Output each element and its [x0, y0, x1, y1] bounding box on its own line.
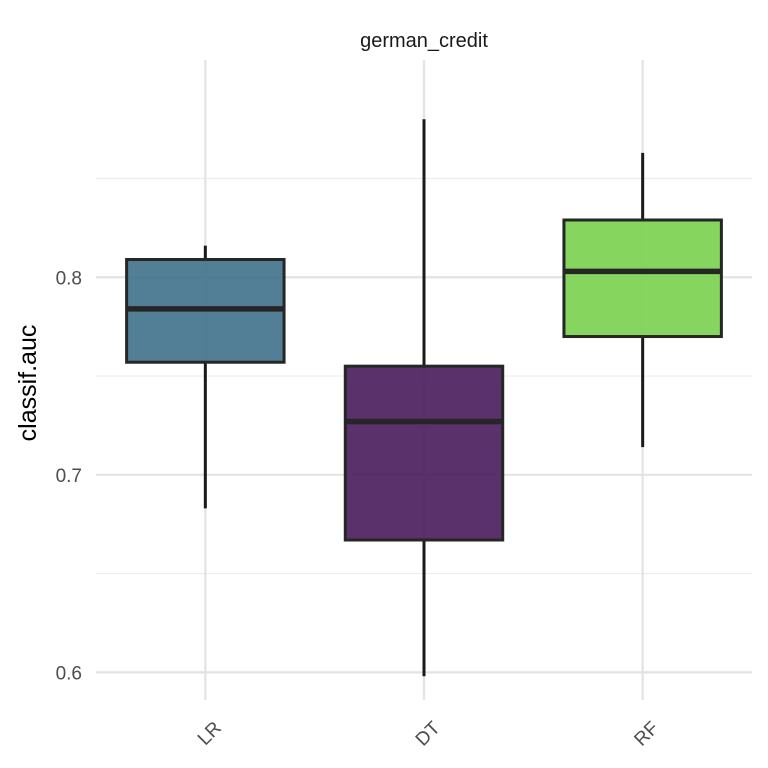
y-axis-title: classif.auc: [14, 325, 42, 442]
x-tick-label: LR: [194, 718, 226, 750]
y-tick-label: 0.6: [56, 663, 82, 684]
y-tick-label: 0.7: [56, 466, 82, 487]
iqr-box: [343, 364, 505, 542]
x-tick-label: RF: [630, 718, 663, 751]
facet-title: german_credit: [360, 30, 488, 52]
box-lr: [125, 245, 286, 509]
box-dt: [343, 119, 505, 677]
boxes: [125, 119, 723, 677]
x-tick-label: DT: [412, 717, 445, 750]
y-tick-label: 0.8: [56, 268, 82, 289]
iqr-box: [562, 218, 723, 339]
box-rf: [562, 152, 723, 448]
